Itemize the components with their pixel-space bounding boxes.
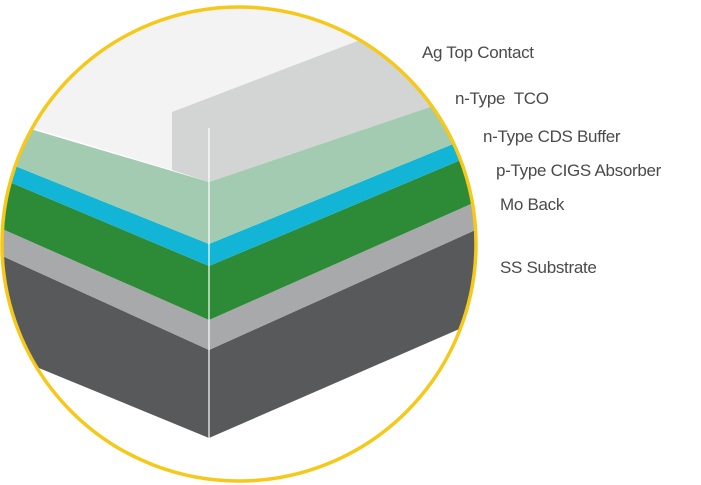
layer-cds-buffer <box>2 133 476 266</box>
label-n-type-cds-buffer: n-Type CDS Buffer <box>483 127 621 146</box>
layer-ag-top-side <box>172 40 476 182</box>
stack-underside <box>2 320 476 481</box>
label-p-type-cigs-absorber: p-Type CIGS Absorber <box>496 161 662 180</box>
label-n-type-tco: n-Type TCO <box>455 89 549 108</box>
label-mo-back: Mo Back <box>500 195 565 214</box>
layer-cigs-absorber <box>2 152 476 320</box>
circle-frame <box>0 5 478 483</box>
layer-mo-back <box>2 200 476 350</box>
layer-tco <box>2 90 476 244</box>
label-ag-top-contact: Ag Top Contact <box>422 43 534 62</box>
underside-fill <box>2 320 476 481</box>
label-ss-substrate: SS Substrate <box>500 258 597 277</box>
layer-ag-top-face <box>2 7 476 170</box>
